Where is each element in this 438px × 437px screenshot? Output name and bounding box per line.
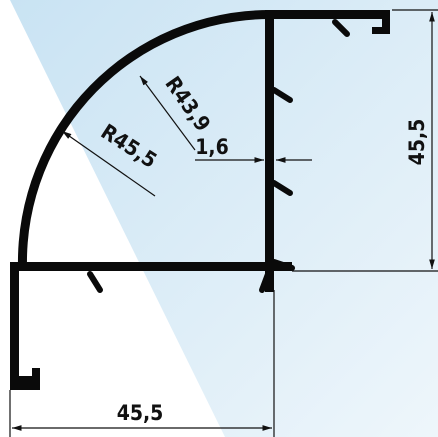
background	[10, 0, 438, 437]
dimension-lines	[9, 9, 438, 437]
height-label: 45,5	[405, 119, 429, 166]
width-label: 45,5	[117, 401, 164, 425]
profile	[10, 10, 390, 390]
thickness-label: 1,6	[195, 135, 228, 159]
